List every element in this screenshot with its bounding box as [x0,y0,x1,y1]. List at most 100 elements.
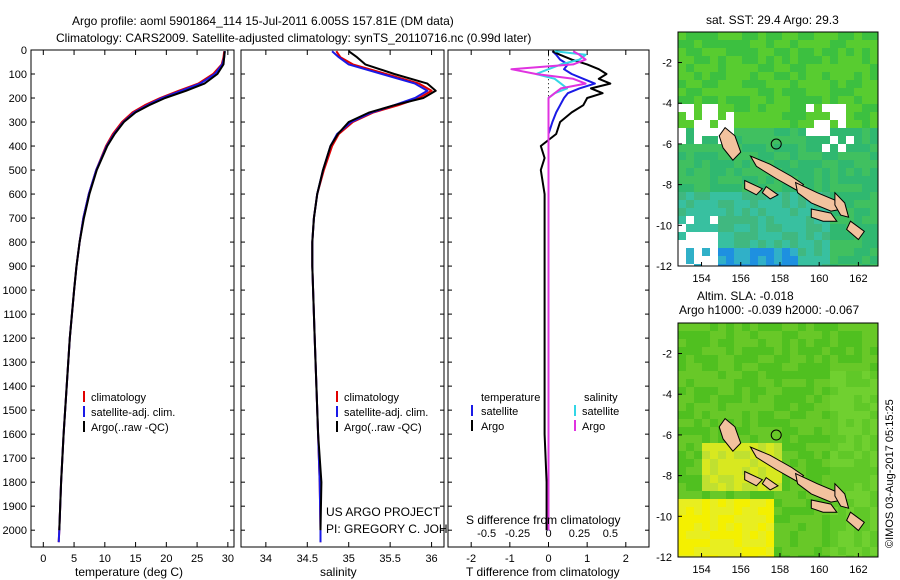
map-cell [734,507,743,516]
map-cell [830,363,839,372]
map-cell [750,443,759,452]
map-cell [790,523,799,532]
sst-map-title: sat. SST: 29.4 Argo: 29.3 [706,13,839,27]
map-cell [822,144,831,153]
island-landmass [744,470,764,487]
map-cell [710,152,719,161]
map-cell [774,96,783,105]
map-cell [742,371,751,380]
map-cell [870,523,878,532]
map-cell [678,531,687,540]
map-cell [846,531,855,540]
map-cell [686,387,695,396]
map-cell [718,355,727,364]
map-cell [710,80,719,89]
map-cell [766,443,775,452]
map-cell [790,403,799,412]
map-cell [846,403,855,412]
map-cell [798,72,807,81]
map-cell [790,507,799,516]
map-cell [798,200,807,209]
map-cell [718,475,727,484]
map-cell [846,483,855,492]
map-cell [814,459,823,468]
map-cell [870,475,878,484]
map-cell [734,331,743,340]
map-cell [686,64,695,73]
depth-tick-label: 1400 [3,381,27,393]
map-cell [798,40,807,49]
map-cell [782,387,791,396]
map-cell [862,331,871,340]
map-cell [710,192,719,201]
map-cell [774,224,783,233]
map-cell [870,224,878,233]
map-cell [702,555,711,557]
map-cell [854,451,863,460]
map-cell [838,48,847,57]
map-cell [814,555,823,557]
map-cell [790,515,799,524]
map-cell [782,507,791,516]
map-cell [862,240,871,249]
island-landmass [794,472,844,503]
map-cell [734,192,743,201]
map-cell [782,32,791,41]
map-cell [686,104,695,113]
map-cell [734,128,743,137]
map-cell [806,499,815,508]
map-cell [742,168,751,177]
map-cell [790,363,799,372]
map-cell [846,96,855,105]
map-cell [734,40,743,49]
map-cell [806,475,815,484]
map-cell [710,88,719,97]
map-cell [710,507,719,516]
lon-tick-label: 154 [692,564,710,576]
map-cell [838,240,847,249]
lon-tick-label: 162 [849,273,867,285]
map-cell [694,379,703,388]
map-cell [782,435,791,444]
map-cell [686,475,695,484]
map-cell [750,363,759,372]
map-cell [726,331,735,340]
map-cell [854,475,863,484]
map-cell [854,48,863,57]
map-cell [694,531,703,540]
map-cell [838,339,847,348]
map-cell [798,136,807,145]
map-cell [806,339,815,348]
map-cell [806,88,815,97]
map-cell [806,539,815,548]
map-cell [846,339,855,348]
map-cell [678,168,687,177]
map-cell [798,216,807,225]
map-cell [774,419,783,428]
map-cell [758,56,767,65]
map-cell [798,48,807,57]
map-cell [814,475,823,484]
map-cell [782,48,791,57]
map-cell [726,379,735,388]
map-cell [814,248,823,257]
map-cell [750,387,759,396]
map-cell [758,499,767,508]
map-cell [694,323,703,332]
sla-map-panel: Altim. SLA: -0.018 Argo h1000: -0.039 h2… [656,289,879,576]
map-cell [678,128,687,137]
map-cell [798,104,807,113]
map-cell [686,40,695,49]
map-cell [806,80,815,89]
map-cell [782,224,791,233]
map-cell [686,539,695,548]
map-cell [862,371,871,380]
map-cell [678,387,687,396]
map-cell [694,128,703,137]
depth-tick-label: 1500 [3,405,27,417]
map-cell [862,379,871,388]
map-cell [790,128,799,137]
map-cell [686,515,695,524]
map-cell [846,395,855,404]
map-cell [694,96,703,105]
